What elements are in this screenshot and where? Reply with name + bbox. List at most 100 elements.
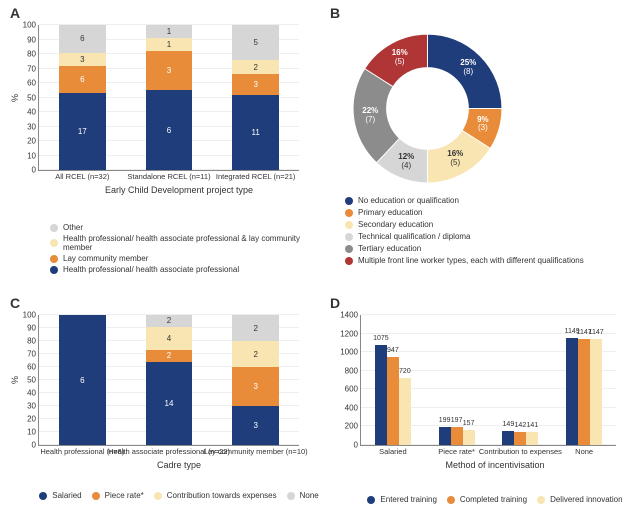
panel-d-legend: Entered trainingCompleted trainingDelive… [360, 494, 630, 505]
legend-label: Tertiary education [358, 244, 421, 253]
legend-swatch [345, 197, 353, 205]
xtick-label: None [575, 445, 593, 456]
legend-item: Health professional/ health associate pr… [50, 234, 300, 252]
legend-swatch [345, 221, 353, 229]
legend-item: Multiple front line worker types, each w… [345, 256, 630, 265]
bar-group: 6 [59, 315, 106, 445]
xtick-label: Piece rate* [438, 445, 475, 456]
xtick-label: Salaried [379, 445, 407, 456]
ytick-label: 60 [27, 79, 39, 88]
bar: 1075 [375, 345, 387, 445]
bar-segment: 6 [59, 25, 106, 53]
bar-value-label: 197 [451, 417, 463, 424]
bar: 157 [463, 430, 475, 445]
ytick-label: 40 [27, 389, 39, 398]
panel-c-xaxis-title: Cadre type [38, 460, 320, 470]
bar-segment: 1 [146, 38, 193, 51]
bar-segment: 2 [146, 350, 193, 362]
bar: 141 [526, 432, 538, 445]
legend-label: Technical qualification / diploma [358, 232, 471, 241]
panel-a-legend: Other Health professional/ health associa… [50, 223, 300, 274]
ytick-label: 10 [27, 428, 39, 437]
legend-item: Completed training [447, 495, 527, 504]
bar-segment: 3 [232, 74, 279, 94]
panel-a-xaxis-title: Early Child Development project type [38, 185, 320, 195]
panel-c-chart: 0102030405060708090100%6Health professio… [38, 315, 299, 446]
legend-label: No education or qualification [358, 196, 459, 205]
panel-a-label: A [10, 5, 320, 21]
y-axis-label: % [10, 376, 20, 384]
bar: 1147 [590, 339, 602, 446]
legend-swatch [50, 266, 58, 274]
legend-swatch [287, 492, 295, 500]
panel-b: B 25%(8)9%(3)16%(5)12%(4)22%(7)16%(5) No… [330, 5, 630, 285]
bar-segment: 3 [59, 53, 106, 66]
bar-segment: 2 [232, 315, 279, 341]
legend-swatch [50, 239, 58, 247]
legend-swatch [345, 257, 353, 265]
bar-value-label: 142 [515, 422, 527, 429]
legend-item: Contribution towards expenses [154, 491, 277, 500]
legend-swatch [447, 496, 455, 504]
donut-svg [350, 31, 505, 186]
bar-segment: 6 [146, 90, 193, 170]
bar: 199 [439, 427, 451, 445]
ytick-label: 80 [27, 337, 39, 346]
ytick-label: 50 [27, 93, 39, 102]
legend-swatch [345, 245, 353, 253]
legend-swatch [154, 492, 162, 500]
ytick-label: 400 [345, 403, 361, 412]
ytick-label: 1000 [340, 348, 361, 357]
bar-segment: 2 [146, 315, 193, 327]
ytick-label: 100 [23, 311, 39, 320]
legend-item: Piece rate* [92, 491, 144, 500]
bar: 720 [399, 378, 411, 445]
bar-segment: 17 [59, 93, 106, 170]
bar-segment: 5 [232, 25, 279, 60]
ytick-label: 200 [345, 422, 361, 431]
bar-value-label: 720 [399, 368, 411, 375]
bar-segment: 11 [232, 95, 279, 170]
legend-label: Primary education [358, 208, 422, 217]
legend-item: Delivered innovation [537, 495, 623, 504]
legend-label: Secondary education [358, 220, 433, 229]
panel-d: D 0200400600800100012001400Salaried10759… [330, 295, 630, 505]
bar-group: 11325 [232, 25, 279, 170]
bar-value-label: 1075 [373, 335, 389, 342]
legend-item: Salaried [39, 491, 81, 500]
bar-segment: 6 [59, 66, 106, 94]
ytick-label: 20 [27, 415, 39, 424]
ytick-label: 30 [27, 402, 39, 411]
panel-d-label: D [330, 295, 630, 311]
bar-segment: 2 [232, 60, 279, 75]
bar-value-label: 149 [503, 421, 515, 428]
y-axis-label: % [10, 93, 20, 101]
legend-swatch [537, 496, 545, 504]
legend-label: Piece rate* [105, 491, 144, 500]
ytick-label: 1400 [340, 311, 361, 320]
bar-segment: 4 [146, 327, 193, 350]
legend-item: Tertiary education [345, 244, 630, 253]
bar: 142 [514, 432, 526, 445]
panel-b-label: B [330, 5, 630, 21]
legend-label: Salaried [52, 491, 81, 500]
bar-group: 17636 [59, 25, 106, 170]
legend-label: Multiple front line worker types, each w… [358, 256, 584, 265]
panel-d-chart: 0200400600800100012001400Salaried1075947… [360, 315, 616, 446]
bar-segment: 3 [232, 406, 279, 445]
donut-slice [428, 34, 502, 108]
legend-label: Contribution towards expenses [167, 491, 277, 500]
ytick-label: 80 [27, 50, 39, 59]
figure: A 0102030405060708090100%17636All RCEL (… [0, 0, 640, 513]
ytick-label: 90 [27, 324, 39, 333]
bar: 947 [387, 357, 399, 445]
legend-item: Technical qualification / diploma [345, 232, 630, 241]
legend-item: Other [50, 223, 300, 232]
ytick-label: 60 [27, 363, 39, 372]
xtick-label: Contribution to expenses [479, 445, 562, 456]
panel-a-chart: 0102030405060708090100%17636All RCEL (n=… [38, 25, 299, 171]
legend-swatch [367, 496, 375, 504]
bar: 1147 [578, 339, 590, 446]
bar-segment: 14 [146, 362, 193, 445]
ytick-label: 800 [345, 366, 361, 375]
